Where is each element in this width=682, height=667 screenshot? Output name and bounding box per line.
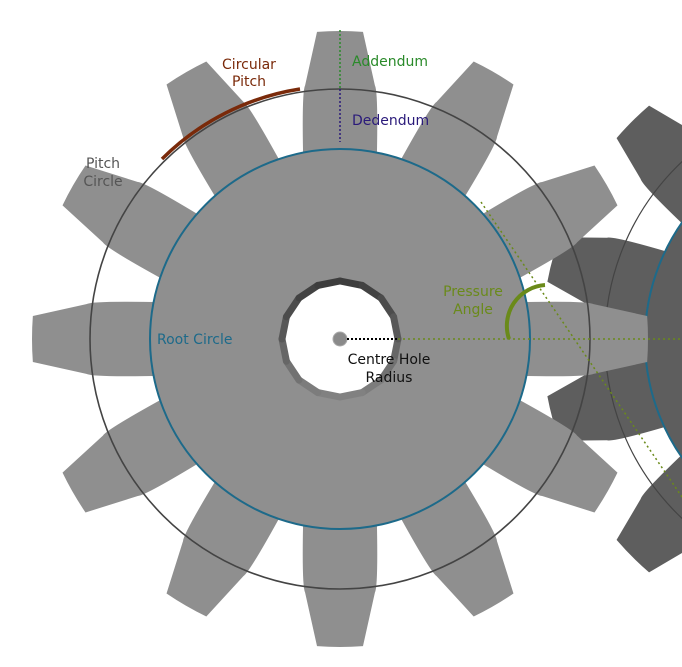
- centre-hole-ring-segment: [278, 335, 290, 365]
- meshing-gear-tooth: [547, 237, 675, 325]
- centre-hole-ring-segment: [377, 357, 398, 384]
- pressure-angle-label-line2: Angle: [453, 302, 493, 318]
- meshing-gear-tooth: [547, 353, 675, 441]
- centre-hole-ring-segment: [358, 281, 385, 302]
- root-circle-label: Root Circle: [157, 332, 232, 348]
- pressure-angle-arc: [504, 283, 546, 340]
- pitch-circle-label-line2: Circle: [83, 174, 122, 190]
- meshing-gear-tooth: [616, 454, 682, 573]
- centre-hole-ring-segment: [314, 389, 344, 401]
- centre-hole-label-line2: Radius: [366, 370, 413, 386]
- centre-hole-ring-segment: [336, 277, 366, 289]
- centre-hole-label-line1: Centre Hole: [348, 352, 431, 368]
- addendum-label: Addendum: [352, 54, 428, 70]
- circular-pitch-arc: [160, 87, 301, 161]
- centre-hole-ring-segment: [282, 357, 303, 384]
- centre-hole-ring-segment: [377, 294, 398, 321]
- meshing-gear-tooth: [616, 105, 682, 224]
- centre-point: [332, 331, 348, 347]
- circular-pitch-label-line1: Circular: [222, 57, 276, 73]
- centre-hole-ring-segment: [314, 277, 344, 289]
- dedendum-label: Dedendum: [352, 113, 429, 129]
- circular-pitch-label-line2: Pitch: [232, 74, 266, 90]
- main-gear-tooth: [516, 301, 648, 377]
- centre-hole-ring-segment: [282, 294, 303, 321]
- centre-hole-ring: [278, 277, 402, 401]
- centre-hole-ring-segment: [358, 376, 385, 397]
- pitch-circle-label-line1: Pitch: [86, 156, 120, 172]
- main-gear-tooth: [302, 515, 378, 647]
- centre-hole-ring-segment: [390, 335, 402, 365]
- centre-hole-ring-segment: [295, 281, 322, 302]
- pressure-angle-label-line1: Pressure: [443, 284, 503, 300]
- centre-hole-ring-segment: [295, 376, 322, 397]
- main-gear-tooth: [302, 30, 378, 163]
- main-gear-tooth: [32, 301, 164, 377]
- centre-hole-ring-segment: [336, 389, 366, 401]
- centre-hole-ring-segment: [278, 313, 290, 343]
- centre-hole-ring-segment: [390, 313, 402, 343]
